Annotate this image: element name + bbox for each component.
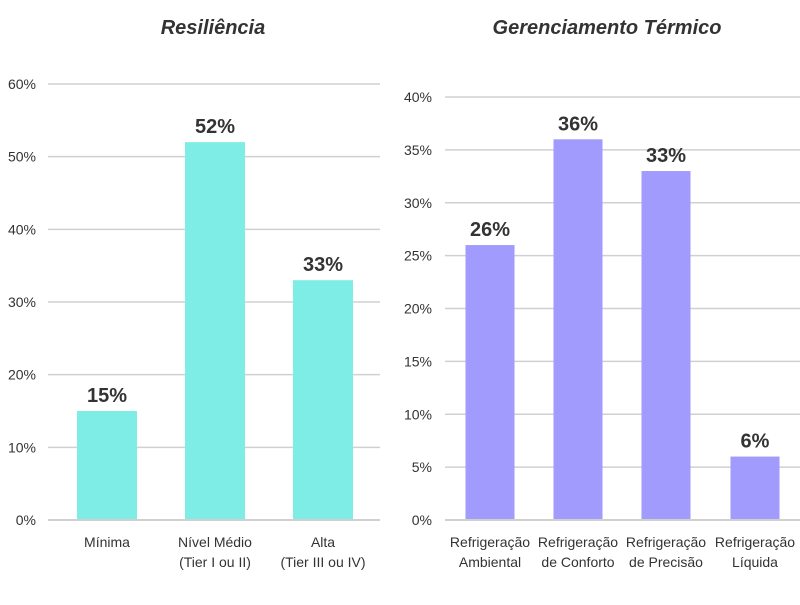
chart-title: Resiliência <box>161 17 266 39</box>
bar <box>730 456 780 519</box>
x-category-label: Líquida <box>732 554 778 570</box>
bar-value-label: 52% <box>195 116 235 138</box>
chart-title: Gerenciamento Térmico <box>493 17 722 39</box>
bar <box>465 245 515 520</box>
bar-value-label: 6% <box>741 431 770 453</box>
x-category-label: Nível Médio <box>178 534 252 550</box>
y-tick-label: 5% <box>412 459 432 475</box>
y-tick-label: 40% <box>8 221 36 237</box>
bar-value-label: 15% <box>87 385 127 407</box>
y-tick-label: 20% <box>8 367 36 383</box>
y-tick-label: 15% <box>404 353 432 369</box>
y-tick-label: 0% <box>412 512 432 528</box>
x-category-label: Alta <box>311 534 335 550</box>
x-category-label: Ambiental <box>459 554 521 570</box>
x-category-label: Refrigeração <box>450 534 530 550</box>
bar-value-label: 36% <box>558 113 598 135</box>
bar-value-label: 26% <box>470 219 510 241</box>
x-category-label: Refrigeração <box>715 534 795 550</box>
x-category-label: Mínima <box>84 534 130 550</box>
bar <box>641 171 691 519</box>
y-tick-label: 20% <box>404 301 432 317</box>
x-category-label: (Tier I ou II) <box>179 554 251 570</box>
y-tick-label: 50% <box>8 149 36 165</box>
y-tick-label: 25% <box>404 248 432 264</box>
y-tick-label: 40% <box>404 89 432 105</box>
y-tick-label: 30% <box>404 195 432 211</box>
bar <box>553 139 603 520</box>
y-tick-label: 60% <box>8 76 36 92</box>
chart-1: Resiliência 0% 10% 20% 30% 40% 50% 60% 15% Mínima… <box>8 17 380 570</box>
chart-2: Gerenciamento Térmico 0% 5% 10% 15% 20% 25% 30%… <box>404 17 800 570</box>
bar-value-label: 33% <box>646 145 686 167</box>
x-category-label: de Precisão <box>629 554 703 570</box>
bar <box>185 142 245 519</box>
x-category-label: Refrigeração <box>626 534 706 550</box>
bar-value-label: 33% <box>303 254 343 276</box>
y-tick-label: 35% <box>404 142 432 158</box>
y-tick-label: 10% <box>8 439 36 455</box>
y-tick-label: 30% <box>8 294 36 310</box>
bar <box>293 280 353 519</box>
x-category-label: (Tier III ou IV) <box>280 554 365 570</box>
y-tick-label: 10% <box>404 406 432 422</box>
x-category-label: Refrigeração <box>538 534 618 550</box>
x-category-label: de Conforto <box>541 554 614 570</box>
y-tick-label: 0% <box>16 512 36 528</box>
bar <box>77 411 137 519</box>
